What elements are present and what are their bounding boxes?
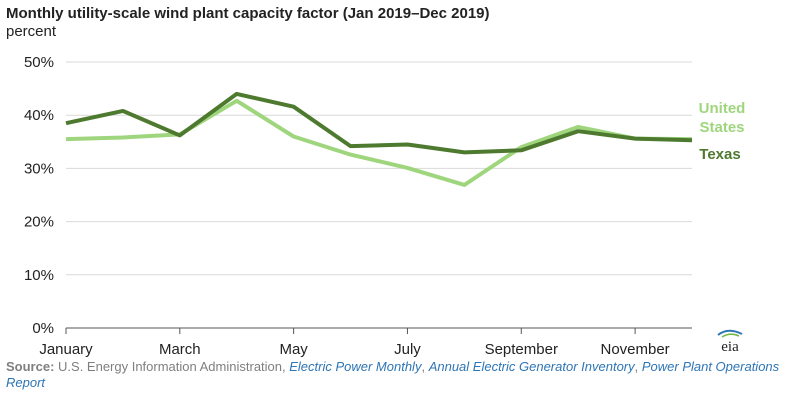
- y-tick-label: 30%: [24, 160, 54, 177]
- legend: United States Texas: [699, 100, 746, 163]
- line-chart: 0% 10% 20% 30% 40% 50% January March May July Sept…: [24, 54, 746, 358]
- chart-title: Monthly utility-scale wind plant capacit…: [6, 5, 490, 22]
- y-tick-label: 50%: [24, 54, 54, 71]
- y-tick-label: 40%: [24, 107, 54, 124]
- source-link-power-plant-operations-report[interactable]: Power Plant Operations Report: [6, 359, 780, 390]
- eia-logo-text: eia: [721, 339, 739, 354]
- y-tick-label: 10%: [24, 267, 54, 284]
- x-tick-label: January: [39, 341, 93, 358]
- x-tick-label: November: [600, 341, 669, 358]
- y-tick-label: 20%: [24, 214, 54, 231]
- source-link-annual-electric-generator-inventory[interactable]: Annual Electric Generator Inventory: [428, 359, 635, 374]
- source-note: Source: U.S. Energy Information Administ…: [6, 359, 786, 391]
- legend-united-states-line1: United: [699, 100, 746, 117]
- x-tick-label: May: [279, 341, 308, 358]
- source-link-electric-power-monthly[interactable]: Electric Power Monthly: [289, 359, 422, 374]
- x-tick-label: March: [159, 341, 201, 358]
- chart-subtitle: percent: [6, 23, 57, 40]
- series-lines: [65, 91, 693, 187]
- series-line-united-states: [65, 98, 693, 187]
- x-tick-label: September: [485, 341, 558, 358]
- source-org: U.S. Energy Information Administration,: [54, 359, 290, 374]
- source-separator: ,: [421, 359, 429, 374]
- tick-labels: 0% 10% 20% 30% 40% 50% January March May July Sept…: [24, 54, 670, 358]
- y-tick-label: 0%: [32, 320, 54, 337]
- x-tick-label: July: [394, 341, 421, 358]
- legend-united-states-line2: States: [699, 119, 744, 136]
- axes: [65, 327, 692, 334]
- source-label: Source:: [6, 359, 55, 374]
- legend-texas: Texas: [699, 146, 740, 163]
- source-separator: ,: [634, 359, 642, 374]
- series-line-texas: [65, 91, 693, 155]
- grid-lines: [66, 61, 692, 276]
- eia-logo-icon: eia: [717, 329, 743, 354]
